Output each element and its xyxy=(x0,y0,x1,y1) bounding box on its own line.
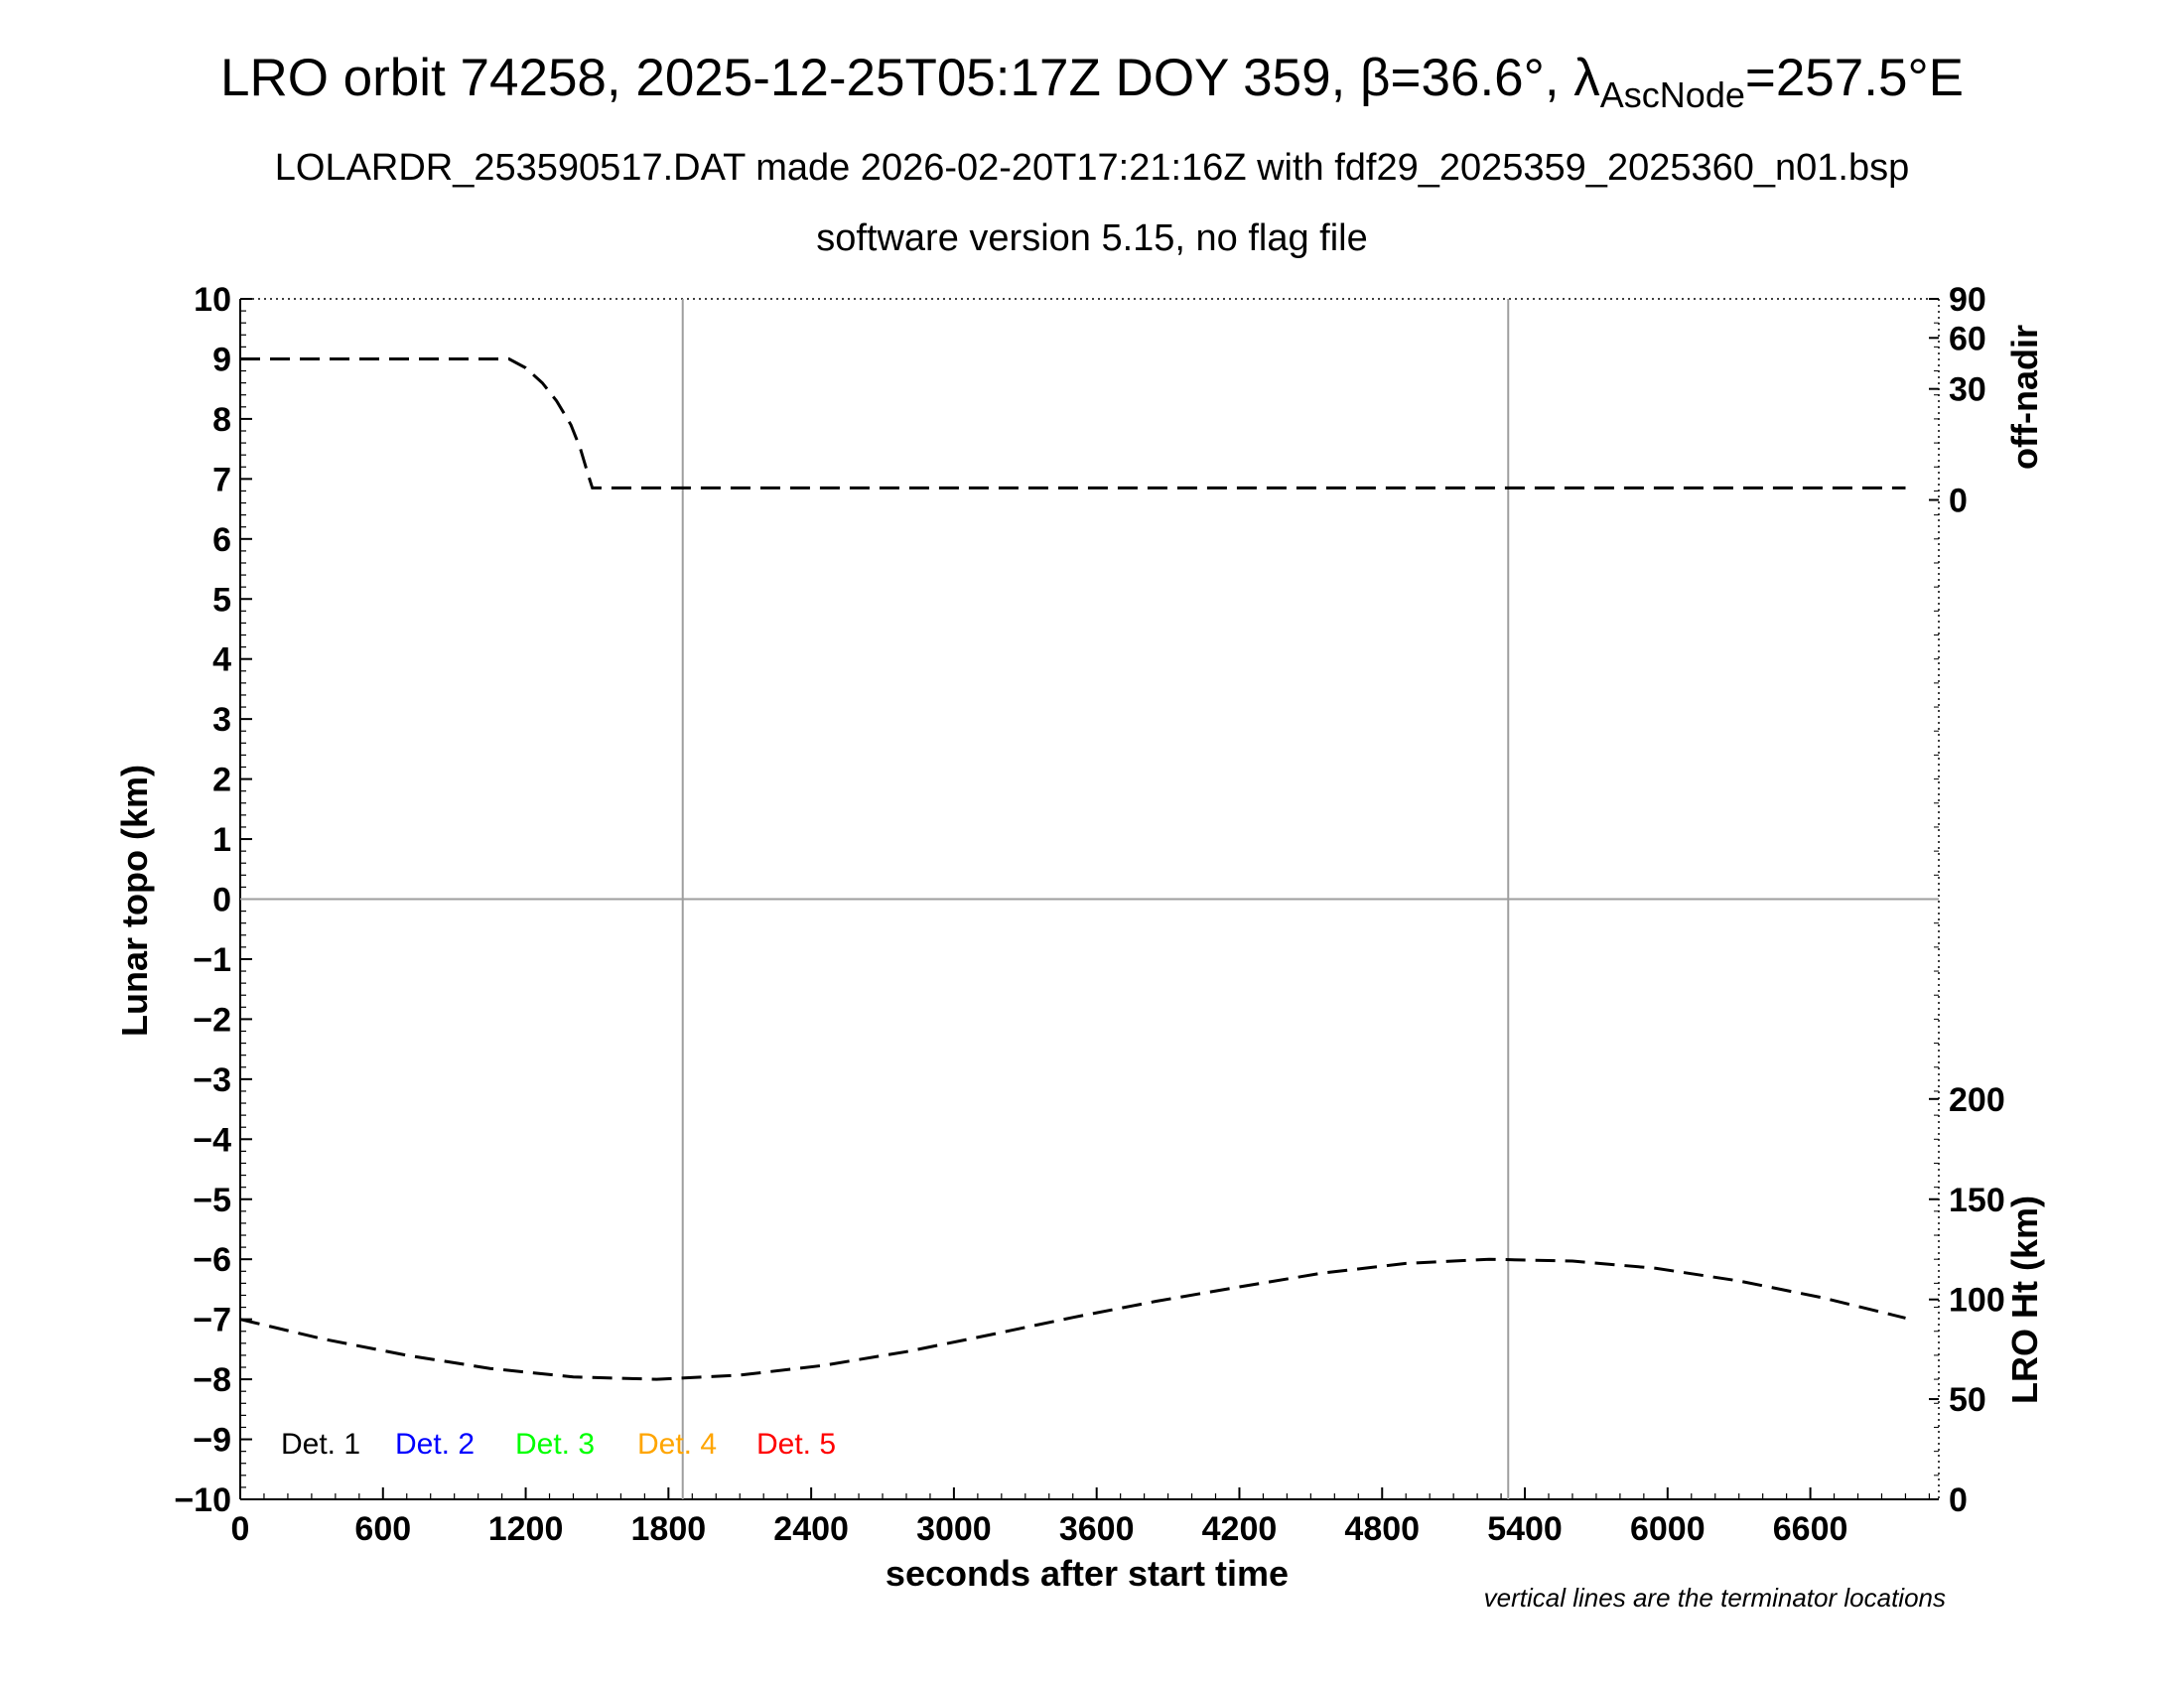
series-line-1 xyxy=(240,357,1906,490)
y-tick-label: −2 xyxy=(193,1001,231,1039)
x-tick-label: 6600 xyxy=(1773,1510,1848,1548)
y-tick-label: 1 xyxy=(212,821,231,859)
terminator-note: vertical lines are the terminator locati… xyxy=(1484,1583,1946,1613)
subtitle-file-info: LOLARDR_253590517.DAT made 2026-02-20T17… xyxy=(274,147,1910,189)
off-nadir-tick-label: 90 xyxy=(1949,281,1986,319)
series-line-2 xyxy=(239,1257,1906,1381)
legend-entry: Det. 5 xyxy=(756,1428,836,1461)
y-tick-label: −6 xyxy=(193,1241,231,1279)
y-tick-label: −10 xyxy=(174,1481,231,1519)
y-tick-label: 8 xyxy=(212,401,231,439)
lro-ht-tick-label: 200 xyxy=(1949,1081,2005,1119)
y-tick-label: −8 xyxy=(193,1361,231,1399)
title-end: =257.5°E xyxy=(1744,49,1965,107)
y-tick-label: 3 xyxy=(212,701,231,739)
off-nadir-tick-label: 0 xyxy=(1949,483,1968,520)
title-main: LRO orbit 74258, 2025-12-25T05:17Z DOY 3… xyxy=(219,49,1600,107)
off-nadir-tick-label: 30 xyxy=(1949,371,1986,409)
x-tick-label: 3600 xyxy=(1059,1510,1135,1548)
legend-entry: Det. 2 xyxy=(395,1428,475,1461)
off-nadir-tick-label: 60 xyxy=(1949,320,1986,357)
y-tick-label: 4 xyxy=(212,641,231,679)
lro-ht-tick-label: 150 xyxy=(1949,1182,2005,1219)
y-tick-label: −4 xyxy=(193,1121,231,1159)
lro-ht-tick-label: 0 xyxy=(1949,1481,1968,1519)
y-tick-label: 0 xyxy=(212,882,231,919)
x-tick-label: 4800 xyxy=(1344,1510,1420,1548)
y-tick-label: 6 xyxy=(212,521,231,559)
x-tick-label: 5400 xyxy=(1487,1510,1563,1548)
lro-ht-tick-label: 50 xyxy=(1949,1381,1986,1419)
y-tick-label: 7 xyxy=(212,461,231,498)
lro-ht-axis-title: LRO Ht (km) xyxy=(2004,1196,2045,1404)
lro-ht-tick-label: 100 xyxy=(1949,1282,2005,1320)
legend-entry: Det. 4 xyxy=(637,1428,717,1461)
y-tick-label: 2 xyxy=(212,762,231,799)
x-tick-label: 600 xyxy=(354,1510,411,1548)
y-tick-label: 5 xyxy=(212,581,231,619)
y-tick-label: −3 xyxy=(193,1061,231,1099)
legend-entry: Det. 1 xyxy=(281,1428,360,1461)
x-axis-title: seconds after start time xyxy=(886,1553,1289,1594)
legend-entry: Det. 3 xyxy=(515,1428,595,1461)
x-tick-label: 1800 xyxy=(631,1510,707,1548)
x-tick-label: 3000 xyxy=(916,1510,992,1548)
y-tick-label: 9 xyxy=(212,341,231,378)
x-tick-label: 4200 xyxy=(1202,1510,1278,1548)
y-tick-label: −9 xyxy=(193,1422,231,1460)
title-subscript: AscNode xyxy=(1599,74,1745,115)
y-tick-label: −5 xyxy=(193,1182,231,1219)
chart-title: LRO orbit 74258, 2025-12-25T05:17Z DOY 3… xyxy=(0,48,2184,113)
x-tick-label: 2400 xyxy=(773,1510,849,1548)
y-tick-label: −7 xyxy=(193,1302,231,1339)
x-tick-label: 1200 xyxy=(488,1510,564,1548)
x-tick-label: 6000 xyxy=(1630,1510,1706,1548)
y-tick-label: −1 xyxy=(193,941,231,979)
y-tick-label: 10 xyxy=(194,281,231,319)
y-axis-title: Lunar topo (km) xyxy=(114,765,155,1037)
off-nadir-axis-title: off-nadir xyxy=(2004,325,2045,470)
x-tick-label: 0 xyxy=(231,1510,250,1548)
subtitle-software: software version 5.15, no flag file xyxy=(816,217,1368,259)
